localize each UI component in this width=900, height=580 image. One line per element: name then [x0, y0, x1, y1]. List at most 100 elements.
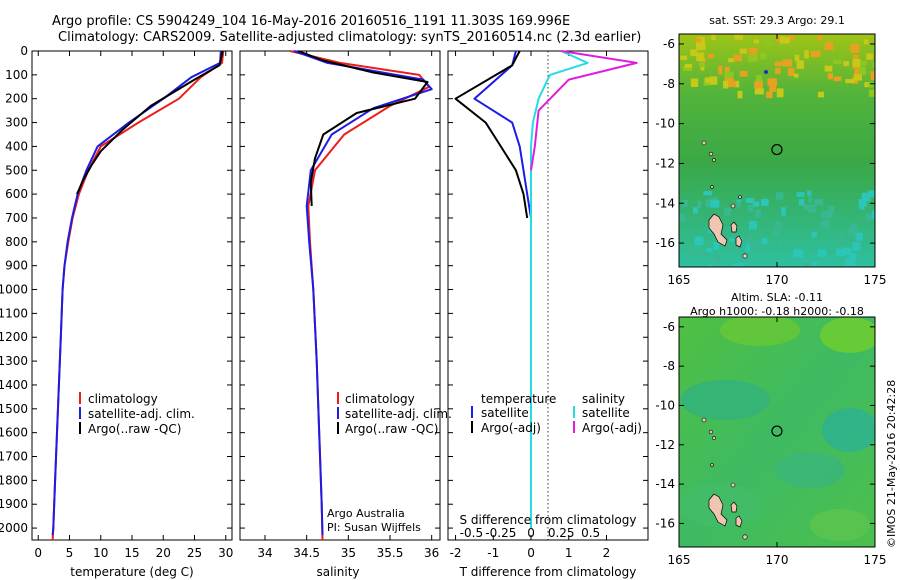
sst-cell [858, 66, 867, 75]
sla-blob [680, 380, 770, 420]
sst-cell [851, 223, 856, 228]
sst-cell [737, 90, 743, 99]
sst-cell [838, 233, 845, 242]
sla-blob [720, 317, 800, 346]
sst-cell [690, 49, 698, 57]
sst-cell [759, 52, 767, 60]
sst-cell [761, 198, 769, 207]
x-tick-label: 1 [565, 546, 573, 560]
sst-cell [707, 53, 714, 59]
series-line-sal_argo [530, 50, 638, 171]
sst-cell [748, 221, 757, 230]
sst-cell [711, 34, 716, 41]
sst-cell [864, 82, 869, 88]
sst-cell [850, 44, 860, 54]
sst-cell [843, 61, 849, 67]
sst-cell [863, 39, 869, 45]
sst-cell [710, 197, 719, 203]
islands-sla [701, 417, 748, 540]
s-diff-tick-label: -0.5 [460, 526, 483, 540]
y-tick-label: 100 [5, 68, 28, 82]
legend-label-argo: Argo(..raw -QC) [345, 422, 438, 436]
temperature-x-label: temperature (deg C) [70, 565, 193, 579]
annotation-line-1: Argo Australia [327, 507, 405, 520]
series-line-sal_satellite [530, 50, 589, 529]
s-diff-tick-label: 0.25 [548, 526, 575, 540]
sst-cell [727, 227, 732, 232]
sst-cell [821, 211, 832, 218]
sst-cell [713, 241, 720, 250]
sla-blobs [680, 317, 875, 541]
legend-title-temperature: temperature [481, 392, 556, 406]
salinity-axes: 34 34.5 35 35.5 36 [240, 50, 440, 560]
y-tick-label: 1100 [0, 306, 28, 320]
sst-cell [775, 192, 784, 200]
legend-label-satellite: satellite-adj. clim. [345, 407, 452, 421]
series-line-argo [454, 50, 529, 219]
sst-cell [718, 65, 723, 75]
island [701, 140, 707, 146]
header-line-2: Climatology: CARS2009. Satellite-adjuste… [58, 30, 641, 45]
map-y-tick-label: -16 [655, 516, 675, 530]
sst-cell [699, 61, 704, 68]
sst-cell [787, 35, 794, 41]
sst-cell [690, 78, 699, 87]
sst-cell [753, 39, 759, 44]
credit-text: ©IMOS 21-May-2016 20:42:28 [885, 380, 898, 548]
sla-map-title-1: Altim. SLA: -0.11 [731, 291, 823, 304]
sst-dot [764, 70, 768, 74]
x-tick-label: 10 [93, 546, 108, 560]
sla-map-title-2: Argo h1000: -0.18 h2000: -0.18 [690, 305, 864, 318]
legend-label-t-satellite: satellite [481, 406, 529, 420]
sst-cell [732, 263, 739, 267]
map-x-tick-label: 165 [668, 273, 691, 287]
map-x-tick-label: 170 [766, 273, 789, 287]
sst-cell [817, 249, 827, 257]
sst-cell [688, 249, 696, 255]
x-tick-label: 30 [218, 546, 233, 560]
sst-cell [733, 54, 743, 62]
x-tick-label: 0 [34, 546, 42, 560]
map-y-tick-label: -12 [655, 156, 675, 170]
sst-cell [736, 199, 742, 205]
s-diff-label: S difference from climatology [460, 513, 637, 527]
sst-cell [697, 200, 702, 209]
difference-panel: -2 -1 0 1 2 -0.5 -0.25 0 0.25 0.5 temperature sat… [447, 50, 649, 579]
sst-cell [852, 242, 861, 251]
sst-cell [809, 260, 814, 266]
sst-cell [824, 41, 834, 51]
legend-label-t-argo: Argo(-adj) [481, 421, 541, 435]
sst-cell [724, 207, 731, 216]
sst-cell [814, 198, 823, 206]
sst-cell [705, 77, 716, 83]
x-tick-label: 36 [424, 546, 439, 560]
x-tick-label: 5 [66, 546, 74, 560]
sst-cell [853, 54, 859, 59]
sst-cell [807, 190, 812, 196]
sst-cell [853, 74, 863, 81]
y-tick-label: 400 [5, 139, 28, 153]
sst-cell [726, 245, 734, 252]
sst-cell [798, 199, 805, 206]
island [730, 203, 736, 209]
island [730, 501, 738, 513]
island [708, 429, 714, 435]
temperature-series [51, 50, 225, 541]
sst-cell [817, 34, 823, 41]
temperature-legend: climatology satellite-adj. clim. Argo(..… [79, 392, 195, 436]
sst-cell [754, 81, 763, 89]
sst-cell [724, 66, 730, 75]
argo-location-marker [771, 425, 783, 437]
sst-cell [793, 73, 799, 78]
y-tick-label: 200 [5, 92, 28, 106]
difference-axes: -2 -1 0 1 2 -0.5 -0.25 0 0.25 0.5 [448, 50, 648, 560]
island [742, 534, 748, 540]
island [735, 515, 743, 528]
sst-cell [761, 237, 768, 245]
y-tick-label: 1300 [0, 354, 28, 368]
y-tick-label: 2000 [0, 521, 28, 535]
sst-cell [723, 80, 729, 89]
sst-cell [852, 58, 861, 67]
map-y-tick-label: -8 [663, 77, 675, 91]
y-tick-label: 1700 [0, 450, 28, 464]
